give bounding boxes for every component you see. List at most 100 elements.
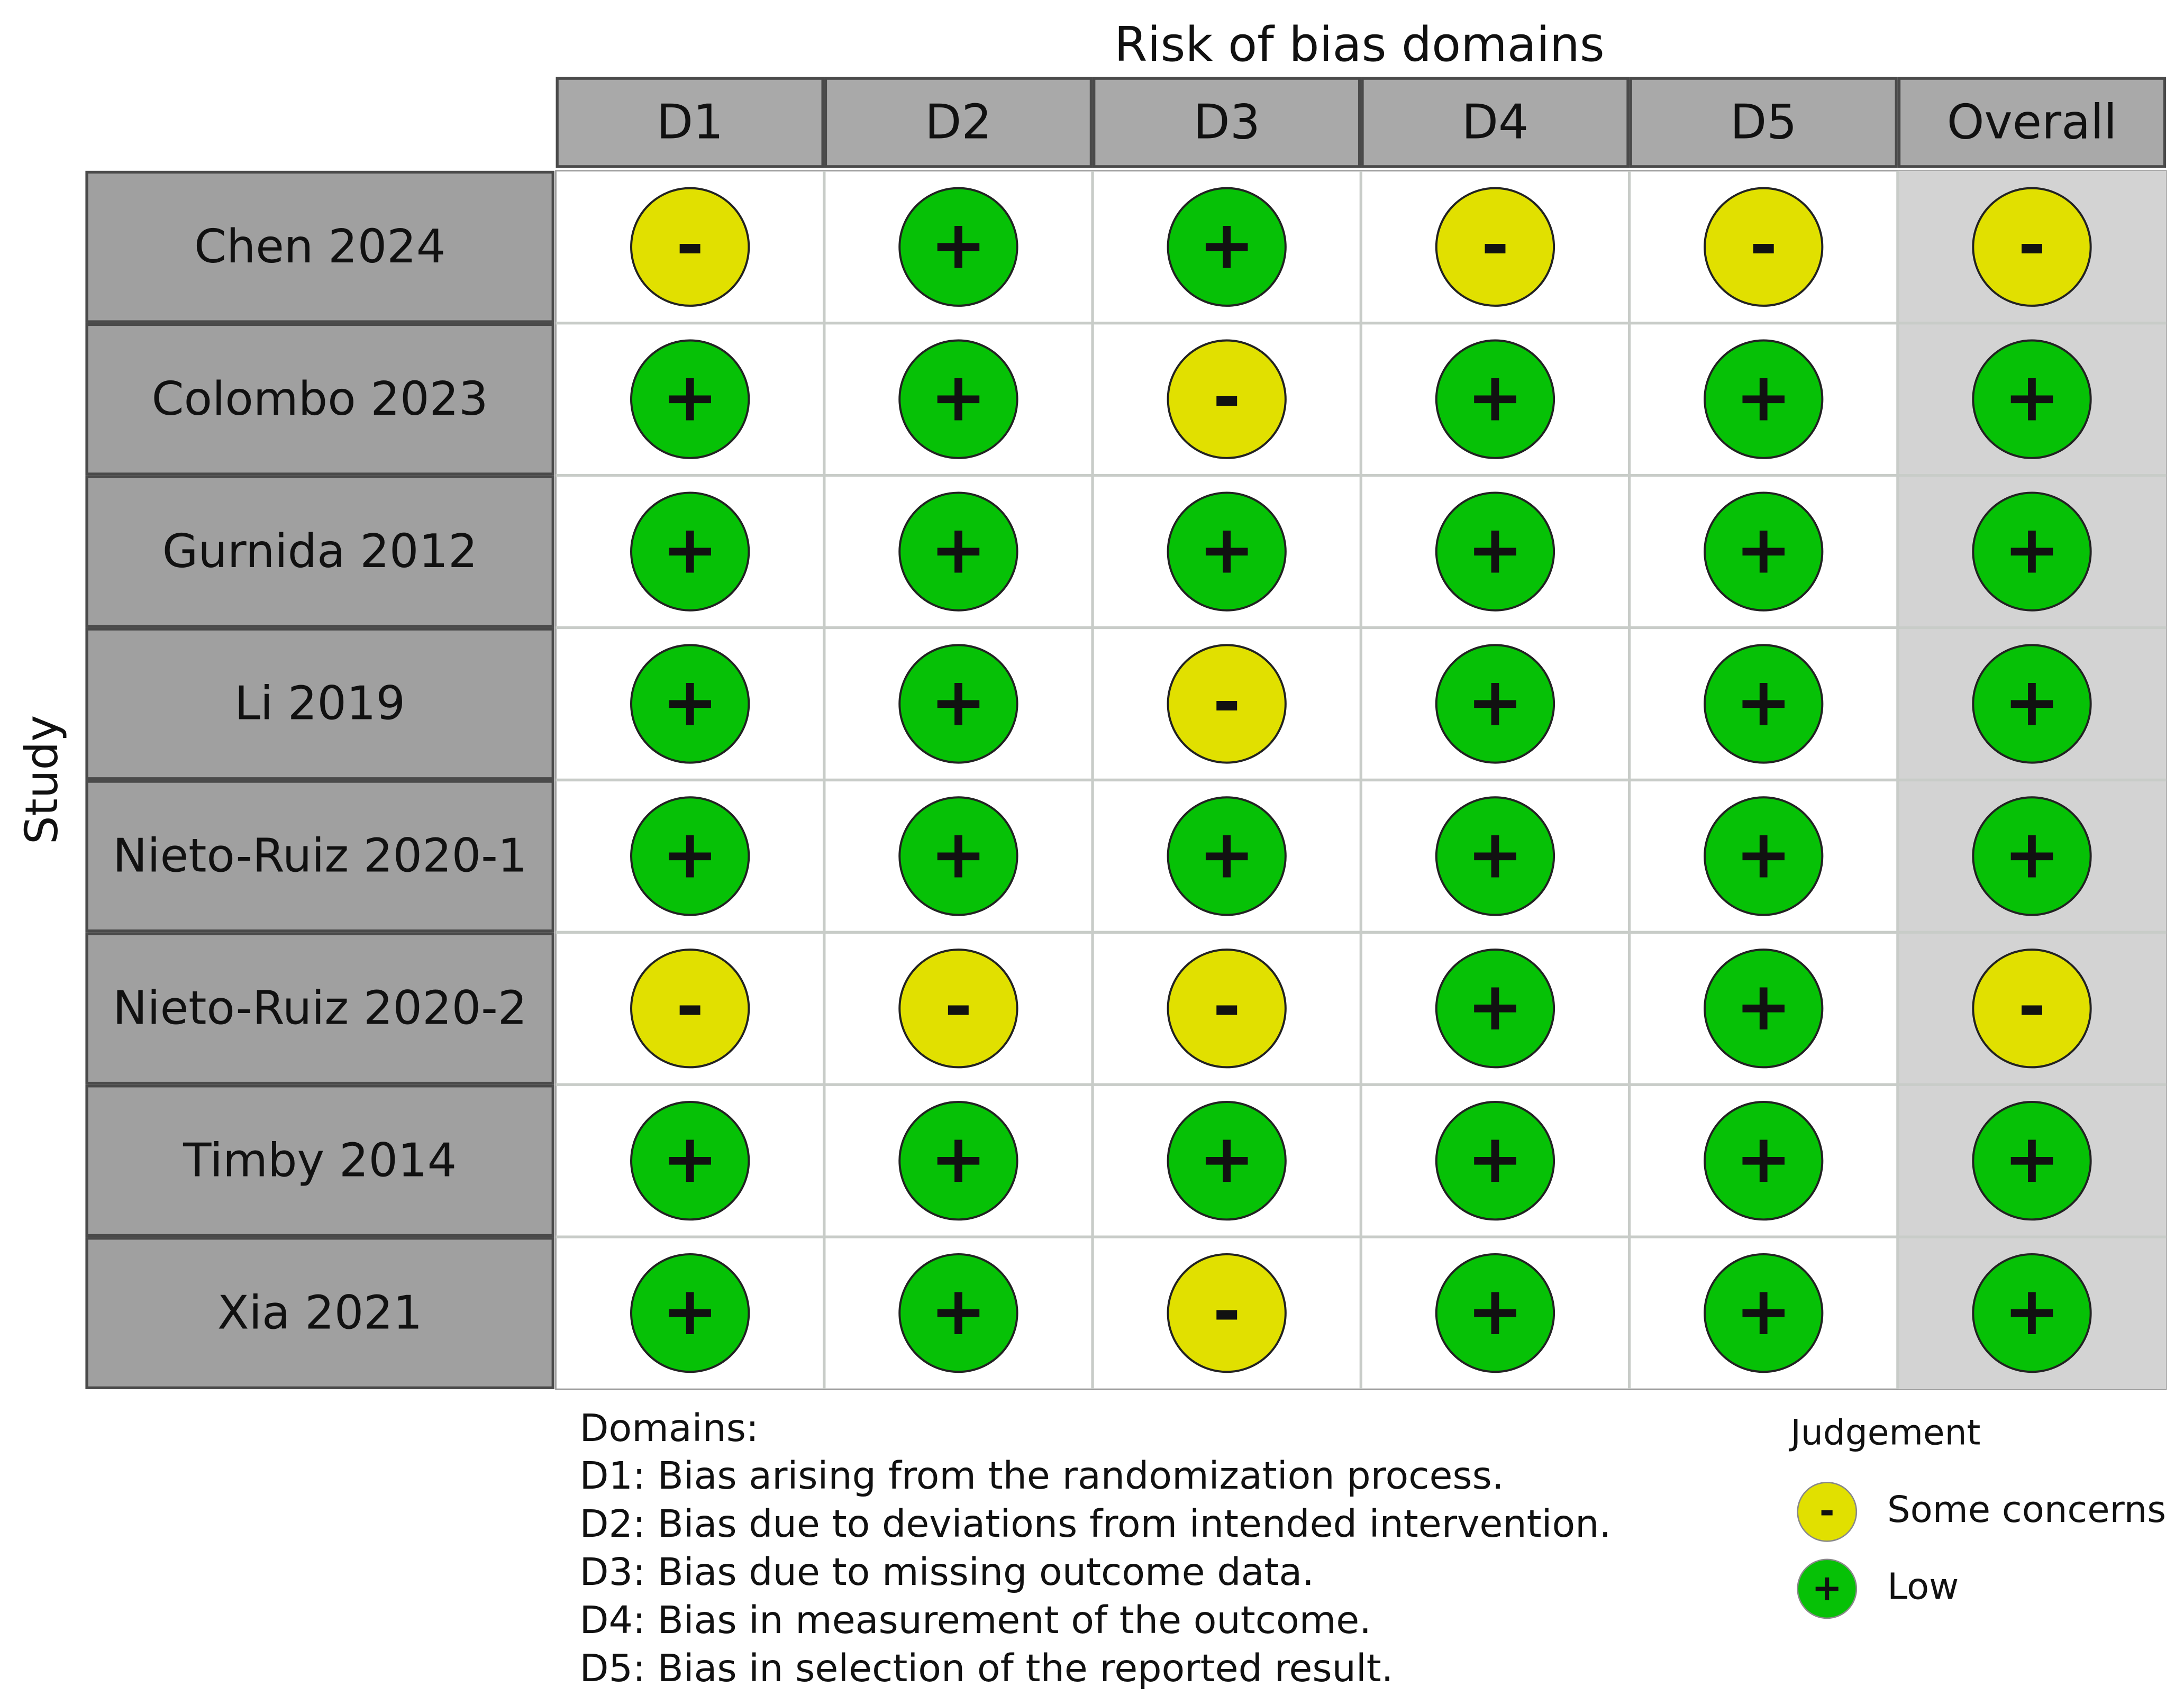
judgement-circle [1972,1101,2092,1221]
study-cell [85,170,554,323]
study-cell [85,1084,554,1237]
judgement-circle [1972,339,2092,459]
judgement-circle [1167,339,1287,459]
judgement-circle [898,339,1018,459]
judgement-symbol: + [930,206,986,284]
column-header-cell [824,77,1093,168]
judgement-circle [1435,187,1555,307]
judgement-symbol: + [1467,358,1523,436]
judgement-symbol: + [930,662,986,741]
judgement-symbol: + [930,358,986,436]
judgement-circle [1704,491,1824,612]
judgement-symbol: - [1481,206,1509,284]
column-header-cell [1361,77,1630,168]
study-cell [85,1237,554,1390]
judgement-symbol: + [2004,662,2060,741]
judgement-symbol: + [1198,1119,1254,1198]
judgement-circle [1435,796,1555,916]
judgement-symbol: - [944,967,972,1045]
column-header-cell [556,77,824,168]
judgement-symbol: + [2004,1272,2060,1350]
judgement-symbol: + [1198,510,1254,589]
judgement-symbol: + [930,1119,986,1198]
judgement-circle [1704,187,1824,307]
domain-description: D2: Bias due to deviations from intended… [580,1502,1612,1546]
legend-symbol: + [1812,1567,1842,1609]
judgement-circle [630,1101,750,1221]
judgement-symbol: + [930,510,986,589]
judgement-circle [898,1101,1018,1221]
judgement-symbol: + [1735,1119,1791,1198]
judgement-circle [630,187,750,307]
judgement-circle [630,949,750,1069]
judgement-circle [630,491,750,612]
judgement-circle [1704,1101,1824,1221]
domains-title: Domains: [580,1406,759,1450]
study-cell [85,780,554,933]
judgement-circle [1704,339,1824,459]
judgement-circle [1972,796,2092,916]
column-header: D1 [657,95,724,150]
study-cell [85,323,554,476]
column-header: D5 [1730,95,1797,150]
legend-symbol: - [1819,1490,1835,1533]
domain-description: D3: Bias due to missing outcome data. [580,1550,1314,1594]
judgement-symbol: + [1735,510,1791,589]
judgement-symbol: - [1750,206,1778,284]
legend-swatch [1797,1481,1858,1542]
judgement-symbol: - [2018,967,2046,1045]
judgement-symbol: - [1213,662,1241,741]
judgement-symbol: + [1467,815,1523,893]
judgement-symbol: + [1735,662,1791,741]
judgement-symbol: + [2004,1119,2060,1198]
judgement-circle [1435,1101,1555,1221]
domain-description: D5: Bias in selection of the reported re… [580,1646,1394,1690]
judgement-circle [1704,796,1824,916]
study-name: Gurnida 2012 [162,524,478,578]
judgement-circle [1167,1253,1287,1373]
judgement-symbol: + [662,358,718,436]
legend-title: Judgement [1788,1412,1980,1453]
judgement-symbol: + [1467,662,1523,741]
y-axis-label: Study [15,715,68,844]
judgement-circle [1435,1253,1555,1373]
judgement-symbol: + [662,510,718,589]
plot-title: Risk of bias domains [1114,17,1605,72]
legend-label: Low [1887,1565,1959,1608]
judgement-circle [1435,491,1555,612]
judgement-symbol: - [2018,206,2046,284]
column-header-cell [1093,77,1361,168]
judgement-circle [1167,796,1287,916]
domain-description: D1: Bias arising from the randomization … [580,1454,1504,1498]
judgement-circle [1704,1253,1824,1373]
judgement-circle [1704,949,1824,1069]
judgement-circle [630,1253,750,1373]
domain-description: D4: Bias in measurement of the outcome. [580,1598,1371,1642]
judgement-symbol: + [1467,967,1523,1045]
study-name: Chen 2024 [194,220,445,273]
study-name: Li 2019 [234,677,405,731]
judgement-circle [1167,187,1287,307]
study-name: Xia 2021 [217,1285,423,1339]
judgement-symbol: + [1735,967,1791,1045]
judgement-symbol: - [1213,358,1241,436]
judgement-circle [1972,644,2092,764]
judgement-symbol: - [676,967,704,1045]
judgement-circle [1435,339,1555,459]
judgement-symbol: + [662,662,718,741]
judgement-circle [1972,1253,2092,1373]
judgement-symbol: + [2004,815,2060,893]
judgement-circle [1972,187,2092,307]
column-header: D4 [1462,95,1529,150]
judgement-symbol: + [1198,815,1254,893]
judgement-symbol: + [2004,358,2060,436]
judgement-circle [1435,644,1555,764]
judgement-symbol: - [1213,967,1241,1045]
judgement-circle [630,644,750,764]
judgement-circle [1972,949,2092,1069]
judgement-symbol: + [1735,1272,1791,1350]
judgement-symbol: + [662,815,718,893]
judgement-circle [1167,949,1287,1069]
